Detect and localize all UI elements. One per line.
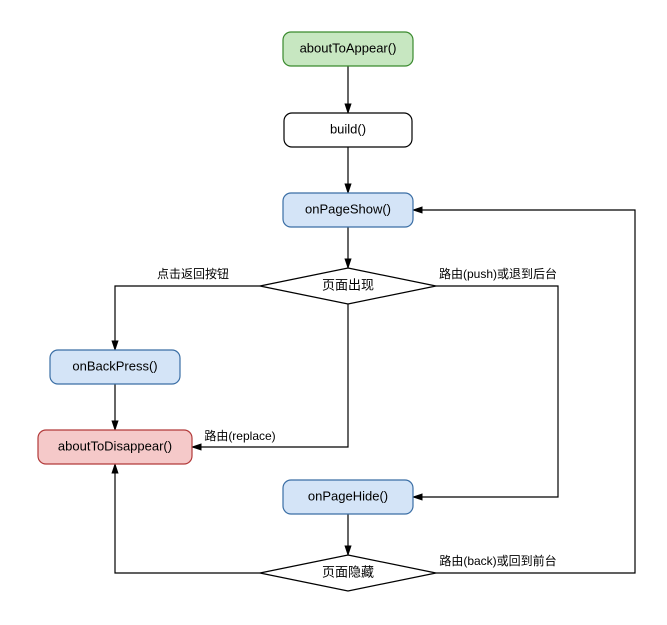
edge-label-4: 路由(push)或退到后台 — [439, 266, 557, 281]
node-label-build: build() — [330, 121, 366, 136]
node-onBackPress: onBackPress() — [50, 350, 180, 384]
node-label-onPageHide: onPageHide() — [308, 488, 388, 503]
node-decision1: 页面出现 — [260, 268, 436, 304]
edge-decision2-aboutToDisappear — [115, 464, 260, 573]
node-build: build() — [284, 113, 412, 147]
edge-decision1-aboutToDisappear — [192, 304, 348, 447]
edge-label-3: 点击返回按钮 — [157, 266, 229, 281]
node-label-decision1: 页面出现 — [322, 277, 374, 292]
node-aboutToAppear: aboutToAppear() — [283, 32, 413, 66]
node-label-aboutToDisappear: aboutToDisappear() — [58, 438, 172, 453]
edge-label-8: 路由(back)或回到前台 — [439, 553, 556, 568]
edge-decision1-onPageHide — [413, 286, 558, 497]
node-label-aboutToAppear: aboutToAppear() — [300, 40, 397, 55]
node-label-decision2: 页面隐藏 — [322, 564, 374, 579]
node-label-onPageShow: onPageShow() — [305, 201, 391, 216]
edge-labels-layer: 点击返回按钮 路由(push)或退到后台路由(replace) 路由(back)或回… — [157, 266, 557, 568]
node-aboutToDisappear: aboutToDisappear() — [38, 430, 192, 464]
node-decision2: 页面隐藏 — [260, 555, 436, 591]
node-label-onBackPress: onBackPress() — [72, 358, 157, 373]
node-onPageHide: onPageHide() — [283, 480, 413, 514]
flowchart-diagram: aboutToAppear() build() onPageShow() 页面出现 on… — [0, 0, 667, 625]
nodes-layer: aboutToAppear() build() onPageShow() 页面出现 on… — [38, 32, 436, 591]
edge-label-5: 路由(replace) — [204, 428, 275, 443]
node-onPageShow: onPageShow() — [283, 193, 413, 227]
edge-decision2-onPageShow — [413, 210, 635, 573]
edge-decision1-onBackPress — [115, 286, 260, 350]
